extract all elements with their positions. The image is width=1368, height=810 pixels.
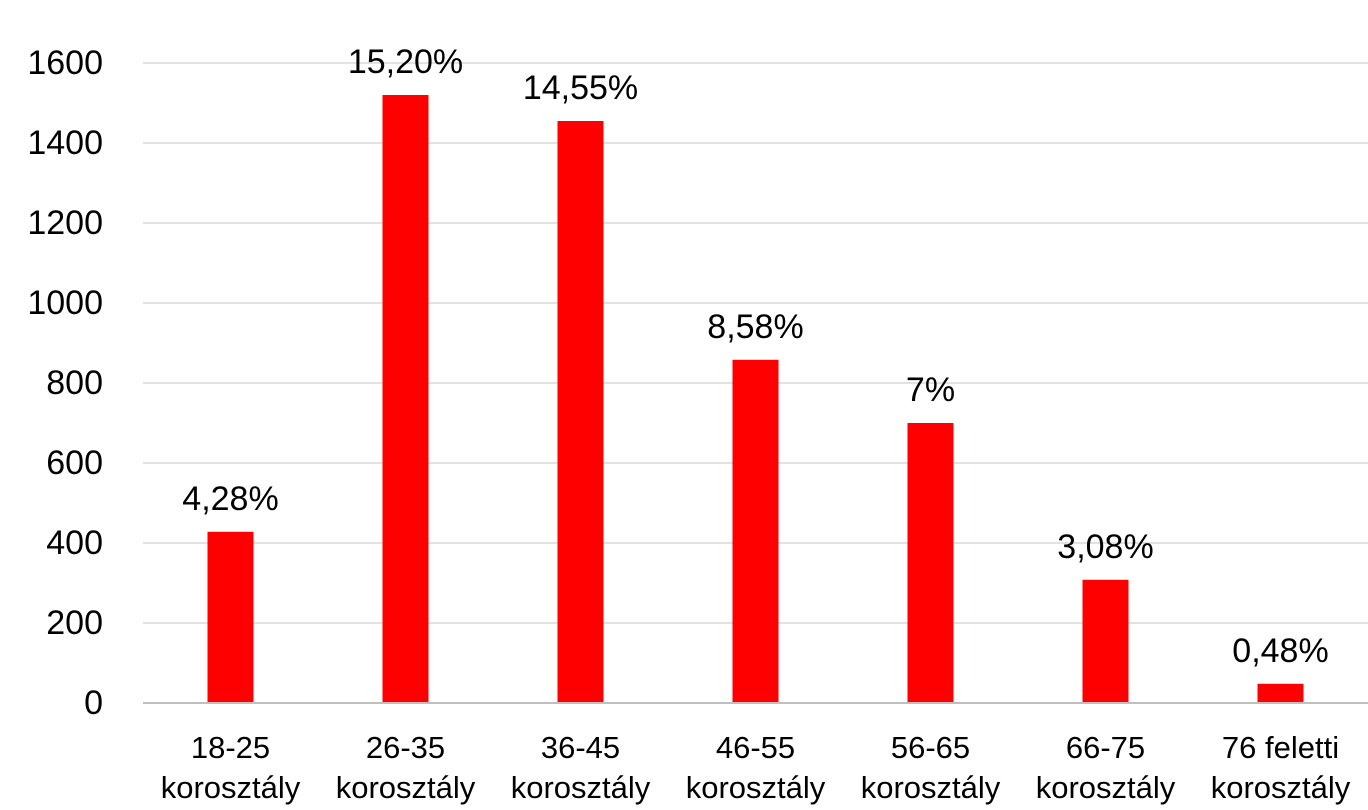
bar xyxy=(1257,683,1304,703)
x-category-label: korosztály xyxy=(861,770,1001,805)
y-axis-tick-labels: 0 200 400 600 800 1000 1200 1400 1600 xyxy=(27,44,103,722)
x-category-label: 56-65 xyxy=(891,730,970,765)
data-label: 7% xyxy=(906,371,955,409)
bar xyxy=(207,531,254,703)
bar xyxy=(732,359,779,703)
x-category-label: korosztály xyxy=(686,770,826,805)
y-tick-label: 600 xyxy=(46,444,103,482)
x-category-label: 26-35 xyxy=(366,730,445,765)
data-label: 15,20% xyxy=(348,43,463,81)
x-category-label: 66-75 xyxy=(1066,730,1145,765)
y-tick-label: 200 xyxy=(46,604,103,642)
data-label: 4,28% xyxy=(182,480,278,518)
y-tick-label: 400 xyxy=(46,524,103,562)
y-tick-label: 1200 xyxy=(27,204,103,242)
y-tick-label: 1600 xyxy=(27,44,103,82)
data-label: 0,48% xyxy=(1232,632,1328,670)
x-category-label: korosztály xyxy=(161,770,301,805)
x-category-label: 18-25 xyxy=(191,730,270,765)
y-tick-label: 800 xyxy=(46,364,103,402)
bars xyxy=(207,95,1304,703)
x-category-label: korosztály xyxy=(1036,770,1176,805)
x-category-label: korosztály xyxy=(1211,770,1351,805)
x-category-label: korosztály xyxy=(336,770,476,805)
x-category-label: 46-55 xyxy=(716,730,795,765)
y-tick-label: 1000 xyxy=(27,284,103,322)
x-category-label: korosztály xyxy=(511,770,651,805)
data-label: 3,08% xyxy=(1057,528,1153,566)
bar xyxy=(1082,579,1129,703)
data-label: 14,55% xyxy=(523,69,638,107)
bar xyxy=(907,423,954,703)
data-label: 8,58% xyxy=(707,308,803,346)
x-category-label: 76 feletti xyxy=(1222,730,1339,765)
y-tick-label: 1400 xyxy=(27,124,103,162)
bar xyxy=(382,95,429,703)
x-category-label: 36-45 xyxy=(541,730,620,765)
data-labels: 4,28% 15,20% 14,55% 8,58% 7% 3,08% 0,48% xyxy=(182,43,1328,670)
y-tick-label: 0 xyxy=(84,684,103,722)
x-axis-category-labels: 18-25 korosztály 26-35 korosztály 36-45 koros… xyxy=(161,730,1351,805)
bar xyxy=(557,121,604,703)
